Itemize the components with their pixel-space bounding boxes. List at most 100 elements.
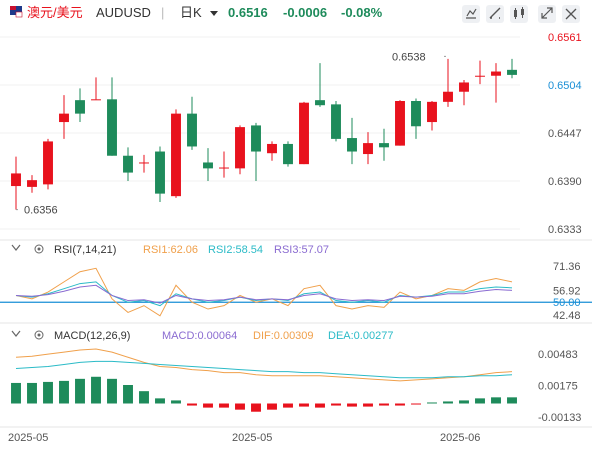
price-tick-label: 0.6333 (548, 224, 582, 236)
macd-histogram-bar (219, 403, 229, 408)
macd-histogram-bar (91, 376, 101, 404)
candle-body (203, 162, 213, 169)
au-flag-icon (10, 6, 23, 18)
macd-panel: 0.00483 0.00175 -0.00133 (11, 348, 581, 424)
candle-body (507, 69, 517, 75)
candle (27, 175, 37, 193)
candle (219, 151, 229, 178)
macd-tick-label: 0.00483 (538, 349, 578, 361)
candle-body (155, 151, 165, 194)
expand-icon[interactable] (462, 5, 480, 23)
macd-tick-label: -0.00133 (538, 412, 581, 424)
candle (459, 79, 469, 106)
high-annotation: 0.6538 (392, 51, 426, 63)
low-annotation: 0.6356 (24, 205, 58, 217)
macd-histogram-bar (235, 403, 245, 410)
candle-body (59, 113, 69, 123)
price-tick-label: 0.6561 (548, 32, 582, 44)
candle (91, 77, 101, 101)
macd-histogram-bar (27, 382, 37, 404)
candle-body (347, 138, 357, 152)
candle-body (139, 162, 149, 164)
price-tick-label: 0.6504 (548, 80, 582, 92)
candle-body (443, 91, 453, 102)
macd-histogram-bar (139, 391, 149, 404)
macd-histogram-bar (491, 397, 501, 404)
dea-value: DEA:0.00277 (328, 330, 393, 342)
macd-legend: MACD(12,26,9) MACD:0.00064 DIF:0.00309 D… (11, 330, 393, 342)
collapse-icon[interactable] (11, 244, 21, 251)
candle (411, 98, 421, 139)
macd-histogram-bar (123, 385, 133, 404)
rsi1-value: RSI1:62.06 (143, 244, 198, 256)
macd-histogram-bar (347, 403, 357, 407)
macd-histogram-bar (475, 398, 485, 404)
macd-histogram-bar (251, 403, 261, 412)
close-icon[interactable] (562, 5, 580, 23)
rsi-series-line (15, 284, 513, 304)
rsi-tick-label: 42.48 (553, 310, 581, 322)
candle (315, 63, 325, 107)
candle-body (299, 102, 309, 165)
candle-body (459, 82, 469, 92)
rsi3-value: RSI3:57.07 (274, 244, 329, 256)
rsi-label: RSI(7,14,21) (54, 244, 116, 256)
rsi-series-line (15, 267, 513, 317)
price-change: -0.0006 (283, 5, 327, 20)
macd-histogram-bar (59, 380, 69, 404)
price-annotations: 0.6538 0.6356 (16, 51, 448, 217)
maximize-icon[interactable] (538, 5, 556, 23)
candle-body (171, 113, 181, 197)
candle (203, 148, 213, 181)
macd-histogram-bar (283, 403, 293, 408)
macd-histogram-bar (379, 403, 389, 406)
candle (187, 96, 197, 150)
candle (331, 101, 341, 142)
date-tick-label: 2025-05 (232, 432, 272, 444)
macd-histogram-bar (267, 403, 277, 410)
rsi-tick-label: 71.36 (553, 261, 581, 273)
symbol: AUDUSD (96, 5, 151, 20)
candle-body (427, 101, 437, 123)
candlestick-series (11, 58, 517, 210)
candle-body (27, 180, 37, 187)
pencil-icon[interactable] (486, 5, 504, 23)
date-tick-label: 2025-05 (8, 432, 48, 444)
rsi-tick-label: 56.92 (553, 286, 581, 298)
price-tick-label: 0.6390 (548, 176, 582, 188)
candle-icon[interactable] (510, 5, 528, 23)
candle (43, 138, 53, 190)
macd-histogram-bar (507, 397, 517, 404)
candle-body (251, 125, 261, 152)
macd-histogram-bar (187, 403, 197, 406)
chevron-down-icon[interactable] (210, 11, 218, 16)
candle-body (107, 99, 117, 156)
rsi2-value: RSI2:58.54 (208, 244, 263, 256)
date-tick-label: 2025-06 (440, 432, 480, 444)
macd-histogram-bar (11, 382, 21, 404)
candle (267, 141, 277, 161)
macd-histogram-bar (155, 398, 165, 404)
candle-body (123, 155, 133, 173)
settings-gear-icon[interactable] (34, 330, 44, 340)
candle (379, 128, 389, 161)
candle (11, 156, 21, 210)
macd-histogram-bar (443, 401, 453, 404)
macd-histogram-bar (459, 400, 469, 404)
macd-value: MACD:0.00064 (162, 330, 237, 342)
candle (299, 101, 309, 165)
rsi-legend: RSI(7,14,21) RSI1:62.06 RSI2:58.54 RSI3:… (11, 244, 329, 256)
period-select[interactable]: 日K (180, 5, 202, 20)
candle-body (11, 173, 21, 187)
collapse-icon[interactable] (11, 330, 21, 337)
candle-body (411, 101, 421, 127)
candle-body (491, 71, 501, 76)
macd-histogram-bar (395, 403, 405, 406)
candle-body (75, 100, 85, 114)
candle-body (267, 143, 277, 154)
settings-gear-icon[interactable] (34, 244, 44, 254)
toolbar (462, 5, 580, 23)
macd-histogram-bar (171, 400, 181, 404)
candle-body (187, 113, 197, 147)
